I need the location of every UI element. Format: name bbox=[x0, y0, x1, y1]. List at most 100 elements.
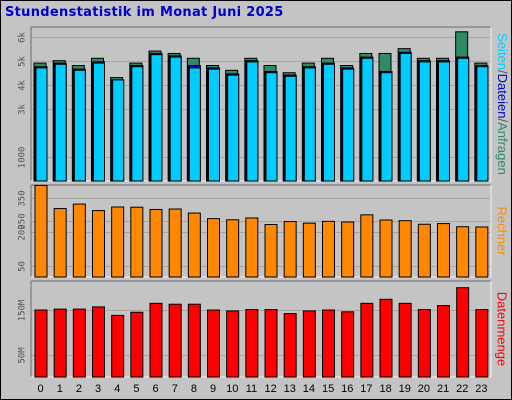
bar-seiten bbox=[93, 62, 105, 182]
bar-seiten bbox=[54, 63, 67, 182]
x-tick-label: 2 bbox=[76, 383, 82, 395]
y-tick-label: 250 bbox=[18, 213, 28, 229]
bar-seiten bbox=[418, 61, 431, 182]
y-tick-label: 50 bbox=[18, 261, 28, 272]
x-tick-label: 11 bbox=[246, 383, 257, 395]
bar-datenmenge bbox=[72, 308, 86, 378]
bar-rechner bbox=[341, 221, 355, 278]
x-tick-label: 14 bbox=[303, 383, 315, 395]
x-tick-label: 10 bbox=[226, 383, 238, 395]
bar-seiten bbox=[150, 54, 163, 182]
bar-rechner bbox=[72, 203, 86, 278]
x-tick-label: 3 bbox=[95, 383, 101, 395]
bar-rechner bbox=[130, 206, 144, 278]
y-axis-label-seiten-dateien-anfragen: Seiten/Dateien/Anfragen bbox=[495, 33, 510, 175]
y-axis-label-part: / bbox=[495, 118, 510, 122]
bar-rechner bbox=[226, 219, 240, 278]
y-axis-label-part: / bbox=[495, 70, 510, 74]
bar-rechner bbox=[207, 218, 220, 278]
bar-datenmenge bbox=[34, 309, 48, 378]
y-axis-label-part: Dateien bbox=[495, 74, 510, 119]
bar-datenmenge bbox=[264, 309, 278, 378]
x-tick-label: 22 bbox=[456, 383, 468, 395]
bar-datenmenge bbox=[302, 310, 316, 378]
x-tick-label: 20 bbox=[418, 383, 430, 395]
bar-seiten bbox=[438, 61, 450, 182]
bar-rechner bbox=[149, 208, 163, 278]
y-tick-label: 1000 bbox=[18, 147, 28, 169]
page-title: Stundenstatistik im Monat Juni 2025 bbox=[5, 5, 284, 20]
bar-rechner bbox=[475, 226, 489, 278]
bar-datenmenge bbox=[111, 314, 125, 378]
x-tick-label: 7 bbox=[172, 383, 178, 395]
bar-rechner bbox=[360, 214, 374, 278]
bar-seiten bbox=[246, 61, 259, 182]
bar-seiten bbox=[265, 72, 278, 182]
bar-datenmenge bbox=[130, 311, 144, 378]
bar-datenmenge bbox=[398, 302, 412, 378]
bar-seiten bbox=[476, 66, 489, 182]
bar-seiten bbox=[35, 67, 48, 182]
bar-datenmenge bbox=[245, 309, 259, 378]
x-tick-label: 9 bbox=[210, 383, 216, 395]
bar-rechner bbox=[53, 208, 67, 278]
x-tick-label: 13 bbox=[284, 383, 296, 395]
y-tick-label: 3k bbox=[18, 104, 28, 115]
bar-seiten bbox=[73, 69, 86, 182]
bar-seiten bbox=[303, 67, 316, 182]
x-tick-label: 0 bbox=[38, 383, 44, 395]
bar-seiten bbox=[342, 68, 355, 182]
bar-seiten bbox=[227, 74, 240, 182]
bar-seiten bbox=[169, 56, 182, 182]
bar-datenmenge bbox=[379, 298, 393, 378]
x-tick-label: 8 bbox=[191, 383, 197, 395]
y-tick-label: 200 bbox=[18, 224, 28, 240]
bar-seiten bbox=[380, 72, 393, 182]
y-axis-label-part: Seiten bbox=[495, 33, 510, 70]
y-tick-label: 6k bbox=[18, 32, 28, 43]
y-tick-label: 5k bbox=[18, 56, 28, 67]
x-tick-label: 4 bbox=[114, 383, 120, 395]
y-tick-label: 50M bbox=[18, 347, 28, 364]
bar-rechner bbox=[398, 220, 412, 278]
bar-rechner bbox=[322, 220, 335, 278]
x-tick-label: 5 bbox=[133, 383, 139, 395]
x-tick-label: 18 bbox=[379, 383, 391, 395]
bar-rechner bbox=[264, 223, 278, 278]
bar-seiten bbox=[112, 79, 125, 182]
x-tick-label: 21 bbox=[437, 383, 449, 395]
y-tick-label: 4k bbox=[18, 80, 28, 91]
y-tick-label: 350 bbox=[18, 190, 28, 206]
bar-rechner bbox=[302, 222, 316, 278]
bar-datenmenge bbox=[475, 309, 489, 378]
bar-rechner bbox=[379, 219, 393, 278]
bar-datenmenge bbox=[168, 303, 182, 378]
bar-rechner bbox=[456, 226, 470, 278]
bar-seiten bbox=[361, 57, 374, 182]
bar-datenmenge bbox=[283, 313, 297, 378]
bar-datenmenge bbox=[437, 305, 450, 378]
bar-datenmenge bbox=[187, 303, 201, 378]
bar-seiten bbox=[188, 67, 201, 182]
bar-datenmenge bbox=[53, 308, 67, 378]
bar-datenmenge bbox=[341, 311, 355, 378]
bar-rechner bbox=[187, 212, 201, 278]
bar-rechner bbox=[111, 206, 125, 278]
y-axis-label-rechner: Rechner bbox=[495, 206, 510, 256]
y-axis-label-part: Anfragen bbox=[495, 122, 510, 175]
bar-datenmenge bbox=[360, 302, 374, 378]
bar-datenmenge bbox=[92, 306, 105, 378]
x-tick-label: 19 bbox=[399, 383, 411, 395]
bar-rechner bbox=[92, 210, 105, 278]
bar-datenmenge bbox=[207, 309, 220, 378]
bar-datenmenge bbox=[322, 309, 335, 378]
bar-seiten bbox=[208, 68, 220, 182]
bar-rechner bbox=[283, 221, 297, 278]
bar-seiten bbox=[323, 63, 335, 182]
bar-rechner bbox=[245, 217, 259, 278]
bar-rechner bbox=[417, 223, 431, 278]
y-axis-label-datenmenge: Datenmenge bbox=[495, 292, 510, 366]
bar-datenmenge bbox=[456, 287, 470, 378]
x-tick-label: 1 bbox=[57, 383, 63, 395]
